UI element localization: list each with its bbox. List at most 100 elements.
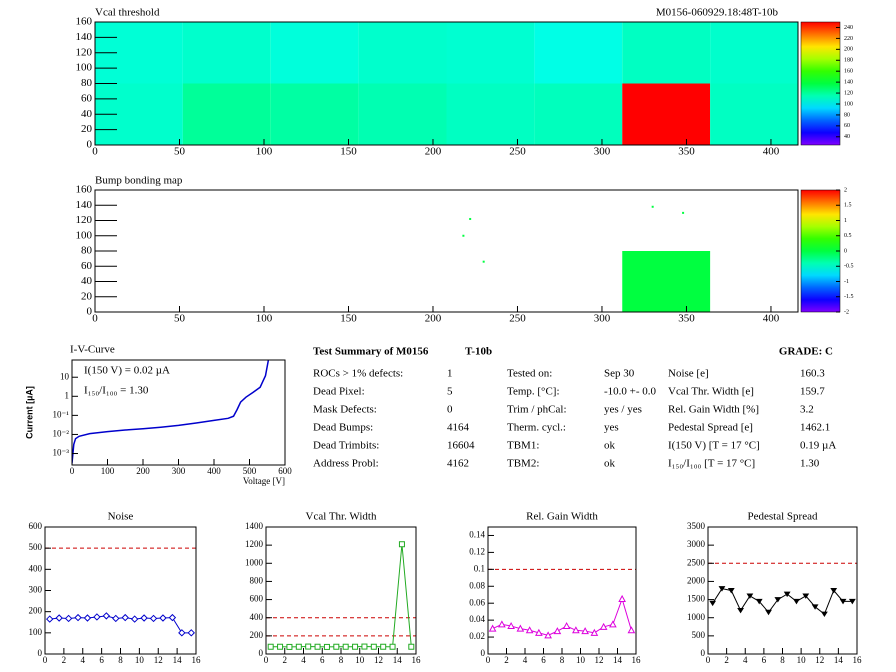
x-tick-label: 8 [560, 655, 565, 665]
y-tick-label: 100 [76, 229, 93, 241]
summary-value: 4164 [447, 422, 470, 434]
marker [774, 597, 782, 603]
x-tick-label: 200 [136, 466, 150, 476]
marker [572, 626, 580, 634]
x-tick-label: 500 [243, 466, 257, 476]
x-tick-label: 300 [172, 466, 186, 476]
colorbar-label: -2 [844, 309, 849, 315]
heat-cell [534, 22, 623, 84]
x-tick-label: 4 [81, 655, 86, 665]
marker [535, 628, 543, 636]
x-tick-label: 6 [541, 655, 546, 665]
y-tick-label: 60 [81, 260, 93, 272]
x-tick-label: 6 [99, 655, 104, 665]
x-tick-label: 0 [43, 655, 48, 665]
x-tick-label: 100 [256, 313, 273, 325]
colorbar-label: 0 [844, 248, 847, 254]
summary-label: Rel. Gain Width [%] [668, 404, 759, 416]
marker [46, 615, 54, 623]
y-tick-label: 140 [76, 31, 93, 43]
y-tick-label: 10⁻³ [53, 448, 70, 458]
plot-area [72, 360, 270, 464]
chart-title: Bump bonding map [95, 175, 183, 187]
x-tick-label: 12 [374, 655, 383, 665]
heat-cell [446, 22, 535, 84]
y-tick-label: 600 [250, 594, 264, 604]
y-tick-label: 2500 [687, 557, 706, 567]
heat-cell [270, 83, 359, 145]
marker [305, 643, 312, 650]
summary-value: yes [604, 422, 619, 434]
y-tick-label: 10 [60, 371, 70, 381]
marker [112, 614, 120, 623]
summary-label: I(150 V) [T = 17 °C] [668, 440, 760, 452]
marker [793, 598, 800, 605]
x-tick-label: 12 [154, 655, 163, 665]
y-tick-label: 0 [87, 306, 93, 318]
y-tick-label: 40 [81, 108, 93, 120]
heat-cell [358, 83, 447, 145]
marker [370, 643, 377, 650]
y-tick-label: 0 [259, 648, 264, 658]
y-tick-label: 0 [87, 139, 93, 151]
marker [277, 643, 284, 650]
summary-label: Trim / phCal: [507, 404, 567, 416]
chart-title: Rel. Gain Width [526, 511, 598, 523]
colorbar [800, 189, 841, 313]
heat-point [651, 205, 654, 208]
marker [802, 593, 810, 599]
heat-cell [182, 22, 271, 84]
marker [553, 627, 562, 635]
colorbar-label: 80 [844, 112, 850, 118]
y-tick-label: 1000 [245, 557, 264, 567]
summary-label: Therm. cycl.: [507, 422, 566, 434]
marker [102, 612, 111, 620]
summary-module: T-10b [465, 346, 492, 358]
marker [498, 620, 506, 628]
chart-title: Noise [108, 511, 134, 523]
marker [544, 631, 552, 639]
x-tick-label: 8 [118, 655, 123, 665]
marker [159, 614, 167, 622]
heat-point [462, 234, 465, 237]
x-tick-label: 400 [763, 146, 780, 158]
y-tick-label: 0.14 [469, 530, 485, 540]
marker [408, 643, 415, 650]
colorbar-label: 160 [844, 69, 853, 75]
y-tick-label: 1400 [245, 521, 264, 531]
y-tick-label: 500 [692, 630, 706, 640]
x-tick-label: 4 [301, 655, 306, 665]
marker [839, 598, 847, 605]
x-tick-label: 50 [174, 146, 186, 158]
y-tick-label: 800 [250, 575, 264, 585]
y-axis-label: Current [µA] [24, 386, 34, 439]
y-tick-label: 0.02 [469, 631, 485, 641]
y-tick-label: 0.08 [469, 580, 485, 590]
summary-label: Vcal Thr. Width [e] [668, 386, 754, 398]
y-tick-label: 140 [76, 199, 93, 211]
marker [83, 614, 92, 622]
marker [130, 615, 139, 623]
series-line [49, 615, 192, 634]
y-tick-label: 120 [76, 46, 93, 58]
y-tick-label: 80 [81, 77, 93, 89]
x-tick-label: 6 [320, 655, 325, 665]
y-tick-label: 0.1 [474, 563, 485, 573]
chart-title: Vcal threshold [95, 7, 160, 19]
x-tick-label: 14 [173, 655, 183, 665]
x-tick-label: 10 [135, 655, 145, 665]
summary-value: -10.0 +- 0.0 [604, 386, 657, 398]
heat-point [482, 260, 485, 263]
y-tick-label: 400 [29, 563, 43, 573]
marker [765, 609, 772, 616]
marker [783, 591, 791, 598]
y-tick-label: 40 [81, 275, 93, 287]
marker [93, 613, 101, 621]
x-tick-label: 250 [509, 146, 526, 158]
marker [737, 607, 744, 614]
colorbar-label: 0.5 [844, 233, 852, 239]
summary-value: 160.3 [800, 368, 825, 380]
x-tick-label: 16 [853, 655, 863, 665]
chart-title: Pedestal Spread [748, 511, 818, 523]
module-label: M0156-060929.18:48T-10b [656, 7, 779, 19]
